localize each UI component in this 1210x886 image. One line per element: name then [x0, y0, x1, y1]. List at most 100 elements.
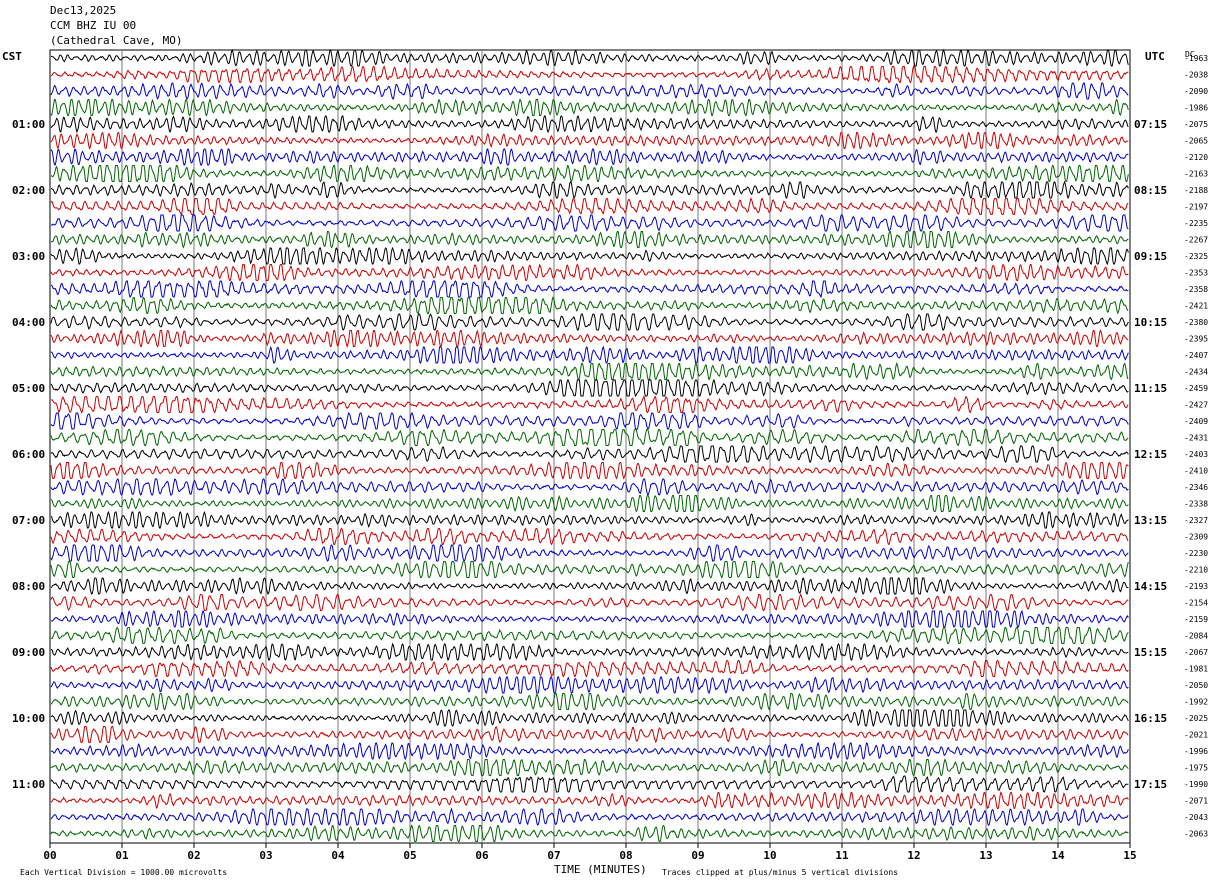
left-hour-label: 08:00	[12, 580, 45, 593]
trace-line	[50, 313, 1129, 332]
trace-line	[50, 642, 1129, 662]
x-tick-label: 15	[1123, 849, 1136, 862]
dc-offset-label: -2325	[1184, 252, 1208, 261]
dc-offset-label: -2346	[1184, 483, 1208, 492]
trace-line	[50, 131, 1129, 150]
right-hour-label: 07:15	[1134, 118, 1167, 131]
left-hour-label: 01:00	[12, 118, 45, 131]
trace-line	[50, 510, 1129, 529]
trace-line	[50, 626, 1129, 645]
x-tick-label: 02	[187, 849, 200, 862]
station-code: CCM BHZ IU 00	[50, 19, 137, 32]
dc-offset-label: -2353	[1184, 269, 1208, 278]
dc-offset-label: -2210	[1184, 566, 1208, 575]
dc-offset-label: -2197	[1184, 203, 1208, 212]
dc-offset-label: -2395	[1184, 335, 1208, 344]
dc-offset-label: -2043	[1184, 813, 1208, 822]
trace-line	[50, 411, 1129, 430]
trace-line	[50, 775, 1129, 793]
trace-line	[50, 445, 1129, 463]
trace-line	[50, 214, 1129, 232]
trace-line	[50, 65, 1129, 84]
dc-offset-label: -2235	[1184, 219, 1208, 228]
dc-offset-label: -2230	[1184, 549, 1208, 558]
trace-line	[50, 197, 1129, 216]
trace-line	[50, 741, 1129, 761]
clip-note: Traces clipped at plus/minus 5 vertical …	[662, 868, 899, 877]
trace-line	[50, 230, 1129, 249]
trace-line	[50, 527, 1129, 546]
x-tick-label: 12	[907, 849, 920, 862]
x-tick-label: 13	[979, 849, 992, 862]
dc-offset-label: -2410	[1184, 467, 1208, 476]
right-timezone-label: UTC	[1145, 50, 1165, 63]
dc-offset-label: -2431	[1184, 434, 1208, 443]
dc-offset-label: -2358	[1184, 285, 1208, 294]
x-tick-label: 03	[259, 849, 272, 862]
trace-line	[50, 758, 1129, 777]
dc-offset-label: -2159	[1184, 615, 1208, 624]
trace-line	[50, 362, 1129, 381]
left-hour-label: 03:00	[12, 250, 45, 263]
left-hour-label: 05:00	[12, 382, 45, 395]
left-hour-label: 07:00	[12, 514, 45, 527]
trace-line	[50, 692, 1129, 711]
trace-line	[50, 246, 1129, 266]
trace-line	[50, 82, 1129, 100]
left-hour-label: 02:00	[12, 184, 45, 197]
trace-line	[50, 461, 1129, 480]
dc-offset-label: -2063	[1184, 830, 1208, 839]
trace-line	[50, 428, 1129, 447]
right-hour-label: 16:15	[1134, 712, 1167, 725]
trace-line	[50, 98, 1129, 117]
dc-offset-label: -2309	[1184, 533, 1208, 542]
trace-line	[50, 164, 1129, 183]
dc-offset-label: -2021	[1184, 731, 1208, 740]
left-hour-label: 04:00	[12, 316, 45, 329]
left-hour-label: 10:00	[12, 712, 45, 725]
trace-line	[50, 807, 1129, 827]
dc-offset-label: -1992	[1184, 698, 1208, 707]
trace-line	[50, 593, 1129, 612]
dc-offset-header: DC	[1185, 50, 1195, 59]
x-tick-label: 09	[691, 849, 704, 862]
dc-offset-label: -2403	[1184, 450, 1208, 459]
dc-offset-label: -2071	[1184, 797, 1208, 806]
trace-line	[50, 576, 1129, 596]
left-hour-label: 11:00	[12, 778, 45, 791]
trace-line	[50, 296, 1129, 315]
dc-offset-label: -2065	[1184, 137, 1208, 146]
right-hour-label: 11:15	[1134, 382, 1167, 395]
dc-offset-label: -1975	[1184, 764, 1208, 773]
dc-offset-label: -2427	[1184, 401, 1208, 410]
plot-frame	[49, 49, 1131, 844]
dc-offset-label: -2407	[1184, 351, 1208, 360]
x-tick-label: 06	[475, 849, 489, 862]
dc-offset-label: -2380	[1184, 318, 1208, 327]
right-hour-label: 17:15	[1134, 778, 1167, 791]
trace-line	[50, 659, 1129, 678]
right-hour-label: 15:15	[1134, 646, 1167, 659]
trace-line	[50, 345, 1129, 364]
right-hour-label: 09:15	[1134, 250, 1167, 263]
dc-offset-label: -2038	[1184, 71, 1208, 80]
x-tick-label: 07	[547, 849, 560, 862]
x-axis-label: TIME (MINUTES)	[554, 863, 647, 876]
dc-offset-label: -2084	[1184, 632, 1208, 641]
x-tick-label: 11	[835, 849, 849, 862]
x-tick-label: 04	[331, 849, 345, 862]
trace-line	[50, 478, 1129, 497]
dc-offset-label: -1990	[1184, 780, 1208, 789]
trace-line	[50, 148, 1129, 166]
left-hour-label: 09:00	[12, 646, 45, 659]
dc-offset-label: -2267	[1184, 236, 1208, 245]
x-tick-label: 14	[1051, 849, 1065, 862]
dc-offset-label: -2409	[1184, 417, 1208, 426]
dc-offset-label: -2163	[1184, 170, 1208, 179]
trace-line	[50, 560, 1129, 579]
trace-line	[50, 609, 1129, 628]
trace-line	[50, 280, 1129, 299]
trace-line	[50, 824, 1129, 842]
right-hour-label: 08:15	[1134, 184, 1167, 197]
